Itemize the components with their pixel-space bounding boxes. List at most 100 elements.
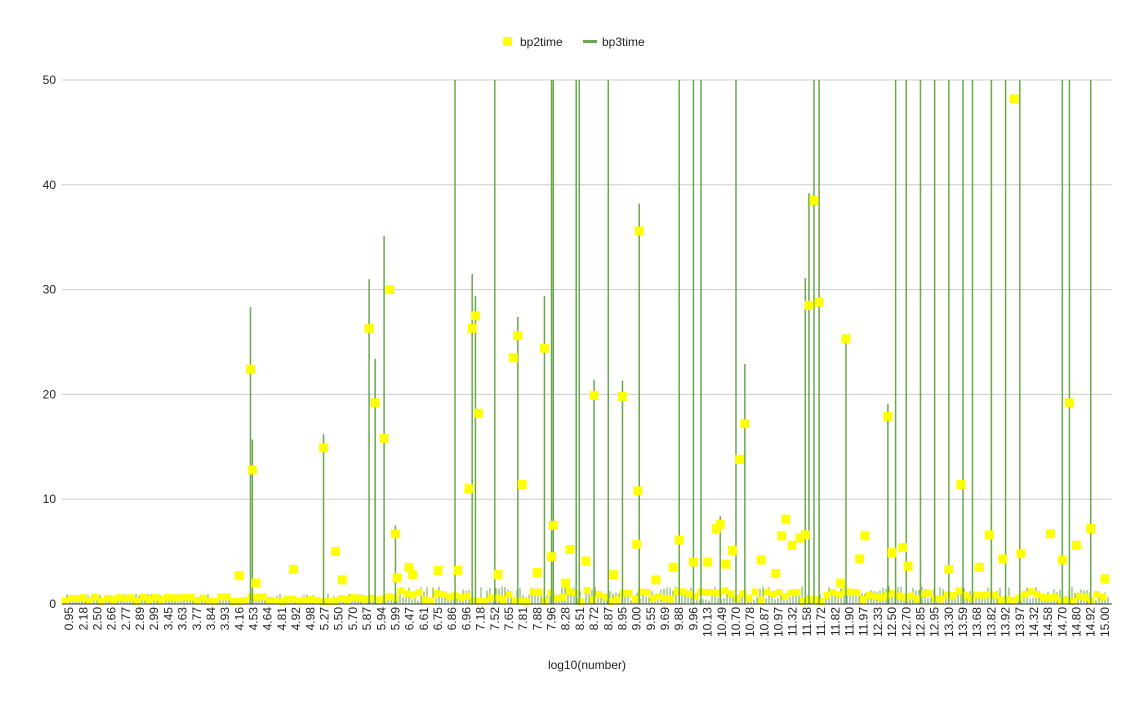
baseline-marker — [745, 594, 753, 602]
baseline-marker — [115, 594, 123, 602]
baseline-marker — [463, 592, 471, 600]
x-tick-label: 7.88 — [530, 607, 544, 631]
x-tick-label: 13.82 — [984, 607, 998, 637]
bp2time-point — [777, 531, 787, 541]
baseline-marker — [691, 592, 699, 600]
x-tick-label: 6.86 — [445, 607, 459, 631]
baseline-marker — [1009, 597, 1017, 605]
baseline-marker — [187, 593, 195, 601]
bp2time-point — [319, 443, 329, 453]
bp2time-point — [385, 285, 395, 295]
bp2time-point — [887, 548, 897, 558]
x-tick-label: 5.99 — [388, 607, 402, 631]
baseline-marker — [259, 593, 267, 601]
bp2time-point — [634, 226, 644, 236]
x-tick-label: 8.28 — [559, 607, 573, 631]
x-tick-label: 2.99 — [147, 607, 161, 631]
baseline-marker — [559, 593, 567, 601]
x-tick-label: 11.72 — [814, 607, 828, 636]
baseline-marker — [73, 595, 81, 603]
x-tick-label: 2.77 — [119, 607, 133, 631]
baseline-marker — [175, 594, 183, 602]
baseline-marker — [271, 597, 279, 605]
baseline-marker — [1039, 593, 1047, 601]
bp2time-point — [944, 564, 954, 574]
bp2time-point — [337, 575, 347, 585]
bp2time-point — [787, 540, 797, 550]
baseline-marker — [571, 589, 579, 597]
baseline-marker — [655, 593, 663, 601]
baseline-marker — [889, 589, 897, 597]
bp2time-point — [433, 565, 443, 575]
baseline-marker — [133, 597, 141, 605]
baseline-marker — [583, 586, 591, 594]
baseline-marker — [223, 593, 231, 601]
bp2time-point — [804, 300, 814, 310]
bp2time-point — [668, 562, 678, 572]
baseline-marker — [613, 596, 621, 604]
baseline-marker — [841, 588, 849, 596]
bp2time-point — [956, 480, 966, 490]
x-tick-label: 9.00 — [630, 607, 644, 631]
baseline-marker — [727, 590, 735, 598]
bp2time-point — [735, 454, 745, 464]
baseline-marker — [415, 589, 423, 597]
baseline-marker — [517, 597, 525, 605]
bp2time-point — [453, 565, 463, 575]
x-tick-label: 6.75 — [431, 607, 445, 631]
baseline-marker — [523, 598, 531, 606]
baseline-marker — [877, 593, 885, 601]
bp2time-point — [379, 433, 389, 443]
y-tick-label: 10 — [43, 492, 57, 506]
bp2time-point — [470, 311, 480, 321]
baseline-marker — [715, 589, 723, 597]
baseline-marker — [1099, 593, 1107, 601]
baseline-marker — [475, 597, 483, 605]
baseline-marker — [775, 588, 783, 596]
baseline-marker — [1027, 588, 1035, 596]
baseline-marker — [661, 594, 669, 602]
x-tick-label: 3.77 — [190, 607, 204, 631]
baseline-marker — [493, 594, 501, 602]
baseline-marker — [145, 595, 153, 603]
baseline-marker — [553, 594, 561, 602]
baseline-marker — [499, 596, 507, 604]
chart-legend: bp2time bp3time — [503, 35, 645, 49]
bp2time-point — [721, 559, 731, 569]
x-tick-label: 13.30 — [942, 607, 956, 637]
baseline-marker — [61, 597, 69, 605]
baseline-marker — [781, 593, 789, 601]
x-tick-label: 13.92 — [999, 607, 1013, 637]
baseline-marker — [307, 595, 315, 603]
x-tick-label: 12.85 — [913, 607, 927, 637]
bp2time-point — [795, 533, 805, 543]
baseline-marker — [421, 596, 429, 604]
x-tick-label: 5.70 — [346, 607, 360, 631]
bp2time-point — [513, 331, 523, 341]
bp2time-point — [1064, 398, 1074, 408]
x-tick-label: 13.97 — [1013, 607, 1027, 637]
x-tick-label: 10.13 — [701, 607, 715, 637]
x-tick-label: 10.49 — [715, 607, 729, 637]
baseline-marker — [181, 593, 189, 601]
x-tick-label: 12.33 — [871, 607, 885, 637]
baseline-marker — [511, 596, 519, 604]
bp2time-point — [715, 519, 725, 529]
x-tick-label: 12.50 — [885, 607, 899, 637]
y-tick-label: 20 — [43, 387, 57, 401]
baseline-marker — [835, 591, 843, 599]
legend-marker-bp2time — [503, 37, 512, 46]
baseline-marker — [769, 590, 777, 598]
baseline-marker — [1003, 595, 1011, 603]
x-tick-label: 7.65 — [502, 607, 516, 631]
x-tick-label: 5.87 — [360, 607, 374, 631]
baseline-marker — [925, 589, 933, 597]
baseline-marker — [1093, 591, 1101, 599]
x-tick-label: 7.18 — [474, 607, 488, 631]
bp2time-point — [539, 343, 549, 353]
x-tick-label: 11.97 — [857, 607, 871, 636]
x-tick-label: 5.94 — [374, 607, 388, 631]
bp2time-point — [903, 561, 913, 571]
x-tick-label: 11.32 — [786, 607, 800, 636]
baseline-marker — [991, 591, 999, 599]
